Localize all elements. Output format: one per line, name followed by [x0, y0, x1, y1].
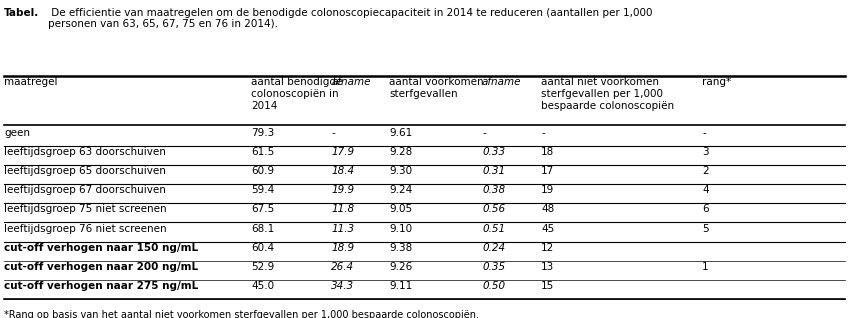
Text: 19.9: 19.9: [331, 185, 355, 195]
Text: Tabel.: Tabel.: [4, 8, 39, 17]
Text: -: -: [702, 128, 706, 138]
Text: 18.9: 18.9: [331, 243, 355, 253]
Text: maatregel: maatregel: [4, 77, 58, 87]
Text: 0.35: 0.35: [482, 262, 505, 272]
Text: *Rang op basis van het aantal niet voorkomen sterfgevallen per 1,000 bespaarde c: *Rang op basis van het aantal niet voork…: [4, 310, 479, 318]
Text: 0.31: 0.31: [482, 166, 505, 176]
Text: 45.0: 45.0: [251, 281, 274, 291]
Text: 61.5: 61.5: [251, 147, 274, 157]
Text: leeftijdsgroep 67 doorschuiven: leeftijdsgroep 67 doorschuiven: [4, 185, 166, 195]
Text: 2: 2: [702, 166, 709, 176]
Text: 9.38: 9.38: [389, 243, 413, 253]
Text: 12: 12: [542, 243, 554, 253]
Text: -: -: [482, 128, 486, 138]
Text: afname: afname: [482, 77, 521, 87]
Text: 0.33: 0.33: [482, 147, 505, 157]
Text: 11.8: 11.8: [331, 204, 355, 214]
Text: aantal voorkomen
sterfgevallen: aantal voorkomen sterfgevallen: [389, 77, 484, 99]
Text: 1: 1: [702, 262, 709, 272]
Text: -: -: [331, 128, 335, 138]
Text: 0.56: 0.56: [482, 204, 505, 214]
Text: cut-off verhogen naar 275 ng/mL: cut-off verhogen naar 275 ng/mL: [4, 281, 198, 291]
Text: 11.3: 11.3: [331, 224, 355, 233]
Text: 0.51: 0.51: [482, 224, 505, 233]
Text: 3: 3: [702, 147, 709, 157]
Text: 79.3: 79.3: [251, 128, 274, 138]
Text: afname: afname: [331, 77, 371, 87]
Text: 6: 6: [702, 204, 709, 214]
Text: 9.61: 9.61: [389, 128, 413, 138]
Text: aantal niet voorkomen
sterfgevallen per 1,000
bespaarde colonoscopiën: aantal niet voorkomen sterfgevallen per …: [542, 77, 674, 111]
Text: 9.05: 9.05: [389, 204, 412, 214]
Text: leeftijdsgroep 65 doorschuiven: leeftijdsgroep 65 doorschuiven: [4, 166, 166, 176]
Text: 17.9: 17.9: [331, 147, 355, 157]
Text: 59.4: 59.4: [251, 185, 274, 195]
Text: 17: 17: [542, 166, 554, 176]
Text: 9.26: 9.26: [389, 262, 413, 272]
Text: 48: 48: [542, 204, 554, 214]
Text: 9.24: 9.24: [389, 185, 413, 195]
Text: 4: 4: [702, 185, 709, 195]
Text: 15: 15: [542, 281, 554, 291]
Text: 60.9: 60.9: [251, 166, 274, 176]
Text: De efficientie van maatregelen om de benodigde colonoscopiecapaciteit in 2014 te: De efficientie van maatregelen om de ben…: [48, 8, 652, 29]
Text: 19: 19: [542, 185, 554, 195]
Text: 0.38: 0.38: [482, 185, 505, 195]
Text: 26.4: 26.4: [331, 262, 355, 272]
Text: 18.4: 18.4: [331, 166, 355, 176]
Text: leeftijdsgroep 63 doorschuiven: leeftijdsgroep 63 doorschuiven: [4, 147, 166, 157]
Text: 9.10: 9.10: [389, 224, 412, 233]
Text: 0.50: 0.50: [482, 281, 505, 291]
Text: 68.1: 68.1: [251, 224, 274, 233]
Text: 0.24: 0.24: [482, 243, 505, 253]
Text: 18: 18: [542, 147, 554, 157]
Text: cut-off verhogen naar 150 ng/mL: cut-off verhogen naar 150 ng/mL: [4, 243, 198, 253]
Text: 34.3: 34.3: [331, 281, 355, 291]
Text: cut-off verhogen naar 200 ng/mL: cut-off verhogen naar 200 ng/mL: [4, 262, 198, 272]
Text: 9.28: 9.28: [389, 147, 413, 157]
Text: leeftijdsgroep 75 niet screenen: leeftijdsgroep 75 niet screenen: [4, 204, 166, 214]
Text: 60.4: 60.4: [251, 243, 274, 253]
Text: -: -: [542, 128, 545, 138]
Text: 67.5: 67.5: [251, 204, 274, 214]
Text: aantal benodigde
colonoscopiën in
2014: aantal benodigde colonoscopiën in 2014: [251, 77, 342, 111]
Text: leeftijdsgroep 76 niet screenen: leeftijdsgroep 76 niet screenen: [4, 224, 166, 233]
Text: 9.11: 9.11: [389, 281, 413, 291]
Text: 45: 45: [542, 224, 554, 233]
Text: 9.30: 9.30: [389, 166, 412, 176]
Text: rang*: rang*: [702, 77, 731, 87]
Text: geen: geen: [4, 128, 30, 138]
Text: 52.9: 52.9: [251, 262, 274, 272]
Text: 5: 5: [702, 224, 709, 233]
Text: 13: 13: [542, 262, 554, 272]
